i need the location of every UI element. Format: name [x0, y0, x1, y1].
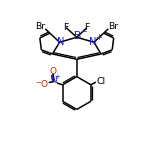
Text: Br: Br — [108, 22, 118, 31]
Text: O: O — [49, 67, 56, 76]
Text: F: F — [85, 22, 90, 32]
Text: N: N — [50, 76, 57, 85]
Text: Cl: Cl — [97, 77, 106, 86]
Text: +: + — [95, 33, 102, 43]
Text: N: N — [89, 37, 97, 47]
Text: F: F — [63, 22, 68, 32]
Text: +: + — [54, 74, 60, 80]
Text: −: − — [80, 27, 86, 36]
Text: Br: Br — [35, 22, 45, 31]
Text: −: − — [35, 80, 41, 86]
Text: O: O — [40, 80, 47, 89]
Text: N: N — [57, 37, 64, 47]
Text: B: B — [74, 31, 81, 41]
